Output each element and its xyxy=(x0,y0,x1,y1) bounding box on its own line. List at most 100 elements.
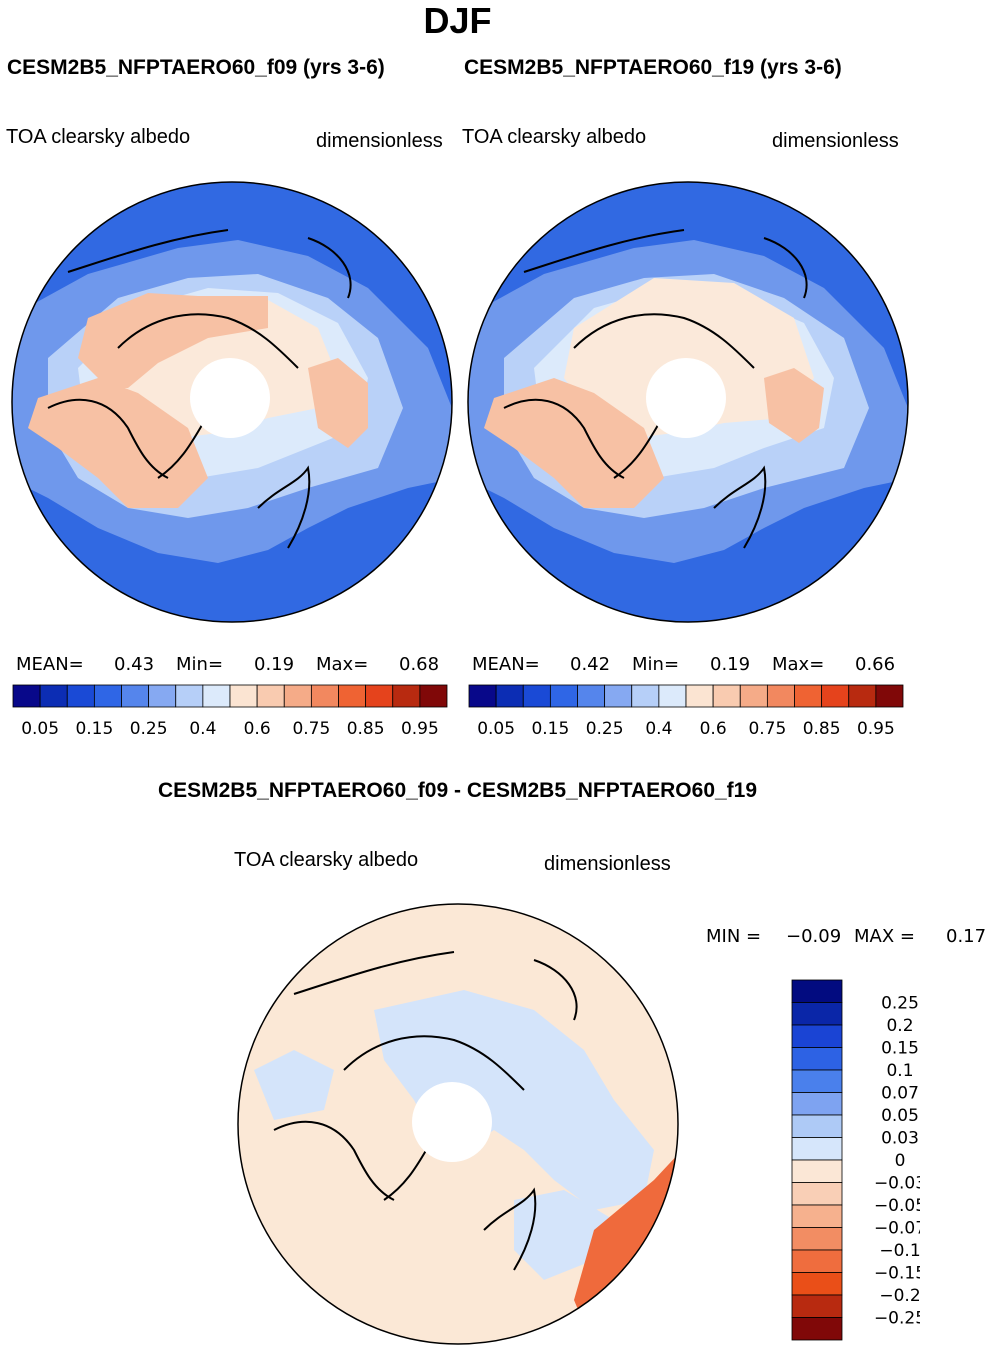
colorbar-swatch xyxy=(522,684,551,708)
colorbar-diff: 0.250.2 0.150.1 0.070.05 0.030 −0.03−0.05 −0.… xyxy=(791,979,920,1341)
colorbar-swatch xyxy=(685,684,714,708)
colorbar-tick-label: 0 xyxy=(895,1151,906,1171)
panel2-min-value: 0.19 xyxy=(710,654,751,675)
coastlines xyxy=(273,951,578,1271)
colorbar-tick-label: 0.15 xyxy=(881,1039,919,1059)
colorbar-swatch xyxy=(791,1114,843,1138)
colorbar-swatch xyxy=(791,1227,843,1251)
panel1-min-value: 0.19 xyxy=(254,654,295,675)
colorbar-swatch xyxy=(631,684,660,708)
colorbar-swatch xyxy=(848,684,877,708)
colorbar-swatch xyxy=(791,1159,843,1183)
colorbar-swatch xyxy=(791,1182,843,1206)
colorbar-swatch xyxy=(365,684,394,708)
colorbar-swatch xyxy=(791,1069,843,1093)
colorbar-swatch xyxy=(791,1137,843,1161)
colorbar-tick-label: 0.07 xyxy=(881,1084,919,1104)
colorbar-swatch xyxy=(791,1204,843,1228)
colorbar-tick-label: −0.15 xyxy=(874,1264,920,1284)
polar-hole xyxy=(190,358,270,438)
panel1-units: dimensionless xyxy=(316,130,443,152)
panel2-max-label: Max= xyxy=(772,654,825,675)
coastlines xyxy=(47,229,352,549)
colorbar-1: 0.05 0.15 0.25 0.4 0.6 0.75 0.85 0.95 xyxy=(12,684,448,739)
panel2-map xyxy=(467,181,909,623)
colorbar-swatch xyxy=(93,684,122,708)
panel2-mean-value: 0.42 xyxy=(570,654,611,675)
panel1-map xyxy=(11,181,453,623)
panel2-mean-label: MEAN= xyxy=(472,654,540,675)
colorbar-swatch xyxy=(791,979,843,1003)
colorbar-tick-label: 0.15 xyxy=(75,719,113,739)
panel3-units: dimensionless xyxy=(544,853,671,875)
land-europe xyxy=(764,368,824,443)
colorbar-tick-label: 0.85 xyxy=(803,719,841,739)
colorbar-swatch xyxy=(739,684,768,708)
colorbar-tick-label: −0.1 xyxy=(879,1241,920,1261)
colorbar-swatch xyxy=(791,1294,843,1318)
colorbar-tick-label: 0.4 xyxy=(645,719,672,739)
colorbar-tick-label: 0.6 xyxy=(244,719,271,739)
colorbar-swatch xyxy=(791,1317,843,1341)
colorbar-swatch xyxy=(791,1024,843,1048)
colorbar-swatch xyxy=(766,684,795,708)
colorbar-swatch xyxy=(577,684,606,708)
colorbar-swatch xyxy=(468,684,497,708)
panel2-min-label: Min= xyxy=(632,654,680,675)
colorbar-swatch xyxy=(419,684,448,708)
colorbar-tick-label: −0.25 xyxy=(874,1309,920,1329)
colorbar-swatch xyxy=(791,1002,843,1026)
colorbar-tick-label: −0.07 xyxy=(874,1219,920,1239)
colorbar-tick-label: 0.4 xyxy=(189,719,216,739)
colorbar-swatch xyxy=(39,684,68,708)
colorbar-swatch xyxy=(495,684,524,708)
colorbar-tick-label: 0.05 xyxy=(21,719,59,739)
map-border xyxy=(467,181,909,623)
polar-hole xyxy=(646,358,726,438)
panel1-variable: TOA clearsky albedo xyxy=(6,126,191,148)
colorbar-swatch xyxy=(148,684,177,708)
colorbar-tick-label: −0.05 xyxy=(874,1196,920,1216)
panel3-max-value: 0.17 xyxy=(946,926,987,947)
colorbar-tick-label: −0.03 xyxy=(874,1174,920,1194)
colorbar-tick-label: 0.6 xyxy=(700,719,727,739)
map-border xyxy=(11,181,453,623)
colorbar-tick-label: 0.85 xyxy=(347,719,385,739)
map-border xyxy=(237,903,679,1345)
colorbar-tick-label: 0.25 xyxy=(586,719,624,739)
colorbar-tick-label: 0.75 xyxy=(292,719,330,739)
panel1-mean-label: MEAN= xyxy=(16,654,84,675)
colorbar-swatch xyxy=(338,684,367,708)
panel2-units: dimensionless xyxy=(772,130,899,152)
colorbar-2: 0.05 0.15 0.25 0.4 0.6 0.75 0.85 0.95 xyxy=(468,684,904,739)
colorbar-tick-label: 0.95 xyxy=(857,719,895,739)
colorbar-swatch xyxy=(121,684,150,708)
colorbar-swatch xyxy=(791,1272,843,1296)
coastlines xyxy=(503,229,808,549)
colorbar-tick-label: 0.95 xyxy=(401,719,439,739)
colorbar-tick-label: 0.05 xyxy=(477,719,515,739)
panel1-min-label: Min= xyxy=(176,654,224,675)
colorbar-swatch xyxy=(549,684,578,708)
polar-hole xyxy=(412,1082,492,1162)
colorbar-swatch xyxy=(658,684,687,708)
colorbar-tick-label: −0.2 xyxy=(879,1286,920,1306)
panel3-min-label: MIN = xyxy=(706,926,762,947)
season-title: DJF xyxy=(423,0,492,41)
colorbar-swatch xyxy=(791,1249,843,1273)
panel3-map xyxy=(237,903,679,1345)
colorbar-tick-label: 0.1 xyxy=(886,1061,913,1081)
colorbar-swatch xyxy=(794,684,823,708)
colorbar-tick-label: 0.75 xyxy=(748,719,786,739)
colorbar-tick-label: 0.25 xyxy=(881,994,919,1014)
panel1-mean-value: 0.43 xyxy=(114,654,155,675)
colorbar-swatch xyxy=(712,684,741,708)
colorbar-swatch xyxy=(875,684,904,708)
colorbar-tick-label: 0.15 xyxy=(531,719,569,739)
panel3-max-label: MAX = xyxy=(854,926,915,947)
colorbar-tick-label: 0.05 xyxy=(881,1106,919,1126)
colorbar-swatch xyxy=(392,684,421,708)
land-europe xyxy=(308,358,368,448)
colorbar-swatch xyxy=(66,684,95,708)
colorbar-swatch xyxy=(175,684,204,708)
